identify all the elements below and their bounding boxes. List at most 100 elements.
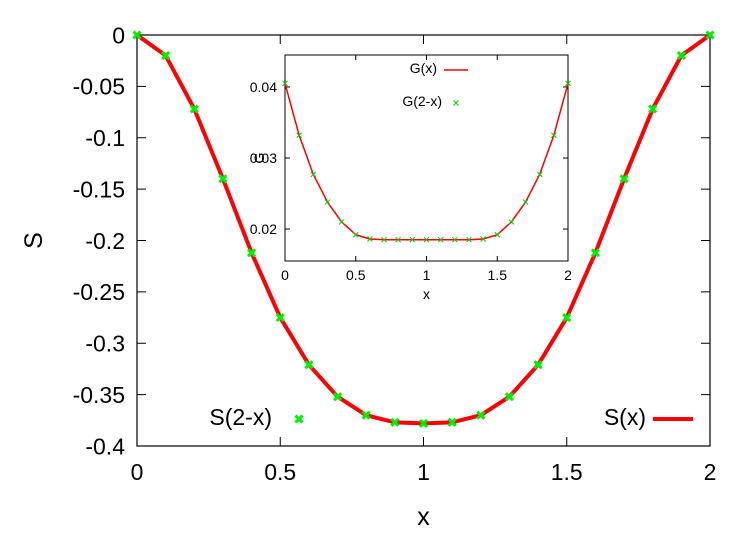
inset-data-point-stroke-b xyxy=(423,236,430,243)
main-data-point-stroke-b xyxy=(533,360,543,370)
main-y-tick-label: -0.05 xyxy=(73,74,125,100)
main-data-point-stroke-b xyxy=(447,417,457,427)
inset-data-point-stroke-b xyxy=(381,236,387,243)
main-x-tick-label: 1.5 xyxy=(551,459,583,485)
main-data-point-stroke-b xyxy=(619,174,629,184)
main-y-tick-label: -0.3 xyxy=(85,331,125,357)
inset-data-point xyxy=(522,199,529,205)
inset-y-tick-label: 0.03 xyxy=(250,150,277,166)
main-data-point-stroke-b xyxy=(705,30,715,40)
inset-data-point xyxy=(494,231,501,238)
inset-y-axis-label: G xyxy=(251,153,267,164)
inset-data-point xyxy=(480,236,486,242)
main-data-point-stroke-b xyxy=(418,418,429,428)
inset-data-point-stroke-b xyxy=(338,219,345,225)
inset-x-tick-label: 2 xyxy=(564,267,572,283)
inset-data-point xyxy=(550,132,557,139)
inset-data-point-stroke-b xyxy=(296,132,303,139)
inset-data-point xyxy=(282,80,288,87)
main-data-point xyxy=(361,410,371,420)
main-data-point-stroke-b xyxy=(390,417,400,427)
inset-data-point-stroke-b xyxy=(451,236,458,243)
inset-legend-swatch-stroke-b xyxy=(453,100,459,106)
inset-x-tick-label: 1.5 xyxy=(488,267,508,283)
inset-data-point xyxy=(338,219,345,225)
main-y-tick-label: -0.2 xyxy=(85,228,125,254)
inset-panel: 0 0.5 1 1.5 2 0.02 0.03 0.04 x G G(x) G(2-x) xyxy=(250,54,572,302)
inset-y-tick-label: 0.04 xyxy=(250,79,277,95)
inset-data-point xyxy=(536,171,543,178)
main-x-tick-label: 0.5 xyxy=(264,459,296,485)
inset-data-point xyxy=(423,236,430,243)
main-data-point xyxy=(247,248,257,258)
main-data-point-stroke-b xyxy=(275,313,285,323)
inset-legend-swatch xyxy=(453,100,459,106)
main-data-point-stroke-b xyxy=(247,248,257,258)
inset-data-point xyxy=(437,236,444,243)
main-data-point xyxy=(533,360,543,370)
inset-data-point-stroke-b xyxy=(310,171,317,178)
main-legend-swatch-stroke-b xyxy=(294,414,304,424)
inset-x-tick-label: 0 xyxy=(281,267,289,283)
main-data-point-stroke-b xyxy=(676,50,686,61)
main-data-point xyxy=(390,417,400,427)
inset-x-tick-label: 1 xyxy=(423,267,431,283)
main-data-point xyxy=(332,392,343,402)
main-data-point xyxy=(590,248,600,258)
main-data-point-stroke-b xyxy=(476,410,486,420)
inset-data-point xyxy=(381,236,387,243)
inset-data-point-stroke-b xyxy=(409,236,416,243)
main-legend-label: S(2-x) xyxy=(209,404,272,430)
main-data-point-stroke-b xyxy=(504,392,515,402)
inset-data-point xyxy=(367,236,373,242)
inset-data-point-stroke-b xyxy=(565,80,571,87)
main-data-point xyxy=(476,410,486,420)
inset-data-point xyxy=(451,236,458,243)
inset-data-point-stroke-b xyxy=(395,236,402,243)
main-data-point-stroke-b xyxy=(590,248,600,258)
main-legend-swatch xyxy=(294,414,304,424)
main-data-point-stroke-b xyxy=(648,104,658,114)
inset-data-point xyxy=(565,80,571,87)
inset-data-point-stroke-b xyxy=(352,231,359,238)
inset-x-tick-label: 0.5 xyxy=(346,267,366,283)
main-x-tick-label: 1 xyxy=(417,459,430,485)
main-data-point xyxy=(676,50,686,61)
inset-data-point-stroke-b xyxy=(522,199,529,205)
main-data-point-stroke-b xyxy=(332,392,343,402)
main-y-tick-label: -0.35 xyxy=(73,382,125,408)
inset-data-point xyxy=(310,171,317,178)
main-y-tick-label: -0.1 xyxy=(85,125,125,151)
main-data-point xyxy=(619,174,629,184)
main-data-point-stroke-b xyxy=(562,313,572,323)
main-data-point xyxy=(447,417,457,427)
main-data-point xyxy=(562,313,572,323)
main-data-point xyxy=(189,104,199,114)
main-data-point xyxy=(504,392,515,402)
inset-data-point-stroke-b xyxy=(480,236,486,242)
inset-data-point-stroke-b xyxy=(536,171,543,178)
main-data-point xyxy=(705,30,715,40)
main-y-tick-label: -0.4 xyxy=(85,433,125,459)
main-y-tick-label: 0 xyxy=(112,22,125,48)
inset-data-point-stroke-b xyxy=(282,80,288,87)
inset-background xyxy=(285,55,568,261)
main-data-point xyxy=(275,313,285,323)
main-legend-label: S(x) xyxy=(604,404,646,430)
inset-data-point-stroke-b xyxy=(324,199,331,205)
main-y-tick-label: -0.15 xyxy=(73,176,125,202)
main-x-tick-label: 0 xyxy=(131,459,144,485)
main-data-point xyxy=(648,104,658,114)
main-data-point-stroke-b xyxy=(161,50,171,61)
inset-data-point-stroke-b xyxy=(466,236,472,243)
inset-data-point-stroke-b xyxy=(494,231,501,238)
main-data-point xyxy=(418,418,429,428)
inset-data-point xyxy=(352,231,359,238)
main-data-point-stroke-b xyxy=(361,410,371,420)
inset-data-point-stroke-b xyxy=(367,236,373,242)
inset-data-point xyxy=(466,236,472,243)
main-data-point xyxy=(218,174,228,184)
inset-data-point xyxy=(296,132,303,139)
